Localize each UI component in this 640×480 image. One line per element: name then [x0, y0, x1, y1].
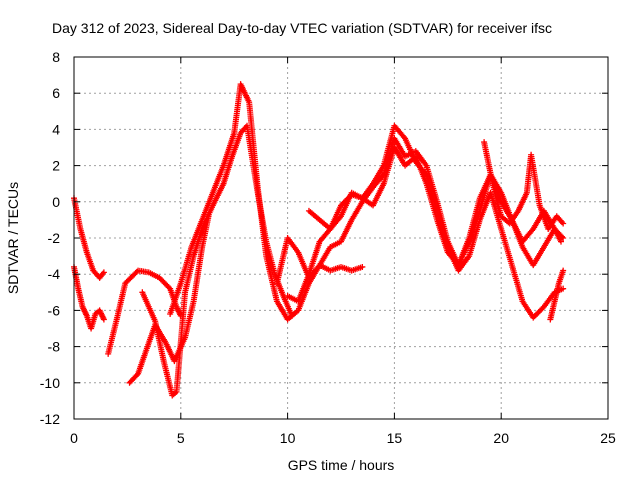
x-tick-label: 25 — [600, 430, 616, 446]
y-tick-label: -2 — [48, 230, 61, 246]
y-tick-label: -8 — [48, 339, 61, 355]
y-tick-label: 4 — [52, 121, 60, 137]
y-tick-label: 8 — [52, 49, 60, 65]
x-tick-label: 10 — [280, 430, 296, 446]
y-tick-label: -10 — [40, 375, 60, 391]
data-points — [71, 81, 567, 399]
x-tick-label: 15 — [387, 430, 403, 446]
x-axis-label: GPS time / hours — [288, 457, 395, 473]
data-series-track-10 — [481, 139, 567, 232]
x-tick-label: 0 — [70, 430, 78, 446]
data-series-track-8 — [284, 122, 567, 321]
data-series-track-9 — [305, 144, 567, 269]
y-axis-label: SDTVAR / TECUs — [5, 182, 21, 294]
grid — [74, 57, 608, 419]
y-tick-label: 6 — [52, 85, 60, 101]
y-tick-label: 2 — [52, 158, 60, 174]
data-series-track-5 — [139, 122, 295, 399]
y-tick-label: -12 — [40, 411, 60, 427]
y-tick-label: -6 — [48, 302, 61, 318]
data-series-track-11 — [547, 267, 567, 323]
y-tick-label: 0 — [52, 194, 60, 210]
x-tick-label: 5 — [177, 430, 185, 446]
axis-ticks: 0 5 10 15 20 25 -12 -10 -8 -6 -4 -2 0 2 4 6 8 — [40, 49, 616, 446]
chart-title: Day 312 of 2023, Sidereal Day-to-day VTE… — [52, 20, 552, 36]
x-tick-label: 20 — [493, 430, 509, 446]
data-series-track-6 — [167, 81, 366, 323]
y-tick-label: -4 — [48, 266, 61, 282]
